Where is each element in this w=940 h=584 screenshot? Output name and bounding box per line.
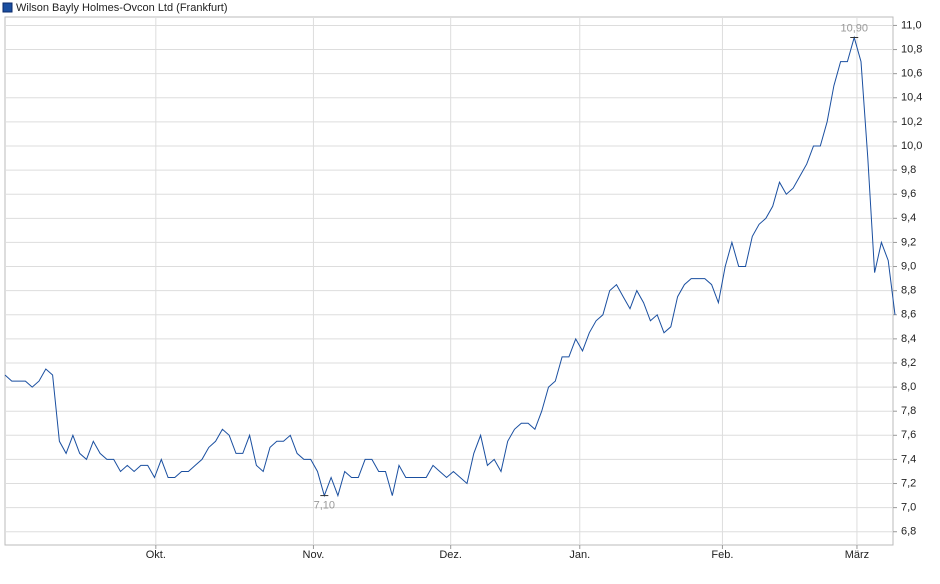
y-tick-label: 7,4 bbox=[901, 453, 916, 465]
y-tick-label: 8,2 bbox=[901, 357, 916, 369]
y-tick-label: 6,8 bbox=[901, 526, 916, 538]
y-tick-label: 8,8 bbox=[901, 285, 916, 297]
y-tick-label: 9,8 bbox=[901, 164, 916, 176]
y-tick-label: 9,6 bbox=[901, 188, 916, 200]
y-tick-label: 9,2 bbox=[901, 236, 916, 248]
y-tick-label: 8,6 bbox=[901, 309, 916, 321]
x-tick-label: Dez. bbox=[439, 549, 462, 561]
plot-area bbox=[4, 16, 894, 546]
y-tick-label: 11,0 bbox=[901, 19, 922, 31]
y-tick-label: 7,0 bbox=[901, 502, 916, 514]
x-tick-label: März bbox=[845, 549, 869, 561]
chart-title: Wilson Bayly Holmes-Ovcon Ltd (Frankfurt… bbox=[16, 2, 228, 14]
x-tick-label: Nov. bbox=[303, 549, 325, 561]
y-tick-label: 8,4 bbox=[901, 333, 916, 345]
y-tick-label: 10,8 bbox=[901, 43, 922, 55]
x-tick-label: Jan. bbox=[569, 549, 590, 561]
y-tick-label: 9,0 bbox=[901, 260, 916, 272]
y-tick-label: 10,0 bbox=[901, 140, 922, 152]
y-tick-label: 10,2 bbox=[901, 116, 922, 128]
x-tick-label: Okt. bbox=[146, 549, 166, 561]
y-tick-label: 10,6 bbox=[901, 68, 922, 80]
y-tick-label: 8,0 bbox=[901, 381, 916, 393]
annotation-label: 7,10 bbox=[314, 499, 335, 511]
annotation-label: 10,90 bbox=[840, 22, 868, 34]
y-tick-label: 7,8 bbox=[901, 405, 916, 417]
y-tick-label: 9,4 bbox=[901, 212, 916, 224]
y-tick-label: 10,4 bbox=[901, 92, 922, 104]
x-tick-label: Feb. bbox=[711, 549, 733, 561]
y-tick-label: 7,6 bbox=[901, 429, 916, 441]
y-tick-label: 7,2 bbox=[901, 477, 916, 489]
legend-swatch bbox=[2, 2, 13, 13]
price-line bbox=[4, 35, 896, 498]
